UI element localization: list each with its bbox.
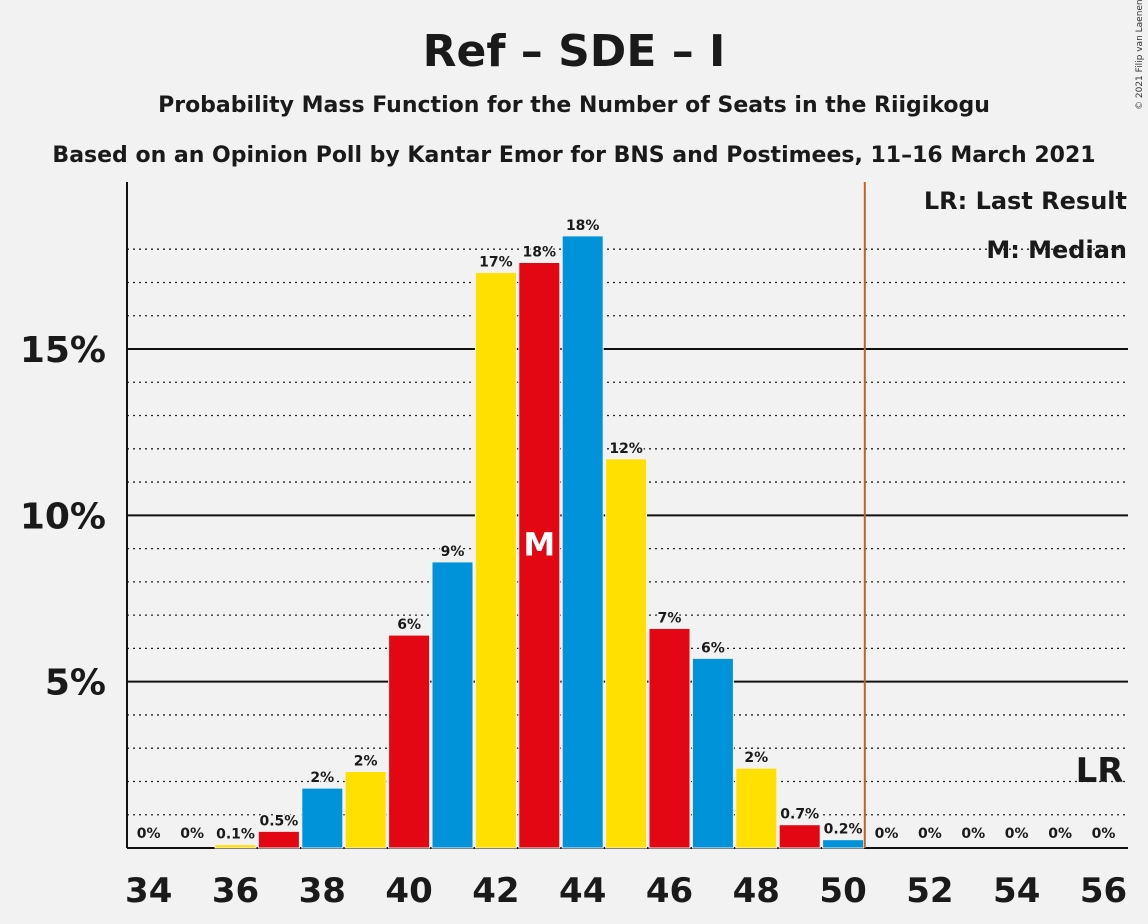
x-tick-label: 40 (385, 871, 432, 911)
gridlines (126, 182, 1128, 849)
markers: M LR (523, 182, 1124, 848)
copyright-note: © 2021 Filip van Laenen (1135, 0, 1145, 110)
bar-seat-48 (735, 767, 778, 849)
x-tick-label: 36 (212, 871, 259, 911)
x-axis-ticks: 34 36 38 40 42 44 46 48 50 52 54 56 (125, 871, 1127, 911)
data-label-seat-52: 0% (918, 826, 942, 842)
bar-seat-38 (301, 787, 344, 849)
x-tick-label: 38 (299, 871, 346, 911)
data-label-seat-46: 7% (658, 610, 682, 626)
data-label-seat-34: 0% (137, 826, 161, 842)
chart-subtitle: Probability Mass Function for the Number… (158, 93, 990, 118)
y-tick-label: 15% (20, 330, 106, 371)
data-label-seat-44: 18% (566, 218, 600, 234)
bar-seat-44 (561, 235, 604, 849)
bar-seat-50 (822, 839, 865, 849)
chart-title: Ref – SDE – I (423, 26, 726, 77)
data-label-seat-53: 0% (961, 826, 985, 842)
x-tick-label: 48 (733, 871, 780, 911)
data-label-seat-56: 0% (1092, 826, 1116, 842)
bar-seat-42 (474, 271, 517, 849)
data-label-seat-38: 2% (310, 770, 334, 786)
legend-median: M: Median (986, 236, 1127, 264)
data-label-seat-36: 0.1% (216, 827, 255, 843)
x-tick-label: 44 (559, 871, 606, 911)
x-tick-label: 42 (472, 871, 519, 911)
y-axis-ticks: 5% 10% 15% (20, 330, 106, 704)
bar-seat-37 (257, 830, 300, 849)
data-label-seat-35: 0% (180, 826, 204, 842)
data-label-seat-49: 0.7% (780, 807, 819, 823)
bar-seat-36 (214, 844, 257, 849)
x-tick-label: 52 (906, 871, 953, 911)
data-label-seat-42: 17% (479, 254, 513, 270)
data-label-seat-39: 2% (354, 753, 378, 769)
data-label-seat-51: 0% (875, 826, 899, 842)
data-label-seat-47: 6% (701, 640, 725, 656)
y-tick-label: 5% (45, 663, 106, 704)
data-label-seat-41: 9% (441, 544, 465, 560)
y-tick-label: 10% (20, 496, 106, 537)
x-tick-label: 46 (646, 871, 693, 911)
chart-subtitle-poll: Based on an Opinion Poll by Kantar Emor … (52, 143, 1095, 168)
data-label-seat-40: 6% (397, 617, 421, 633)
bar-seat-45 (605, 458, 648, 849)
last-result-marker: LR (1076, 751, 1124, 791)
bar-seat-46 (648, 627, 691, 849)
bar-seat-49 (778, 824, 821, 849)
x-tick-label: 50 (819, 871, 866, 911)
x-tick-label: 56 (1080, 871, 1127, 911)
bar-seat-40 (388, 634, 431, 849)
data-label-seat-48: 2% (744, 750, 768, 766)
data-labels: 0% 0% 0.1%0.5% 2% 2% 6% 9% 17% 18% 18% 12% 7% 6% 2% 0.… (135, 216, 1117, 844)
bar-seat-47 (691, 657, 734, 849)
bar-seat-41 (431, 561, 474, 849)
x-tick-label: 34 (125, 871, 172, 911)
bars (214, 235, 865, 849)
legend-last-result: LR: Last Result (924, 187, 1127, 215)
data-label-seat-54: 0% (1005, 826, 1029, 842)
data-label-seat-43: 18% (523, 245, 557, 261)
bar-seat-43 (518, 262, 561, 849)
data-label-seat-55: 0% (1048, 826, 1072, 842)
data-label-seat-37: 0.5% (259, 813, 298, 829)
data-label-seat-50: 0.2% (824, 822, 863, 838)
x-tick-label: 54 (993, 871, 1040, 911)
data-label-seat-45: 12% (609, 441, 643, 457)
median-marker: M (523, 525, 555, 563)
bar-seat-39 (344, 770, 387, 849)
